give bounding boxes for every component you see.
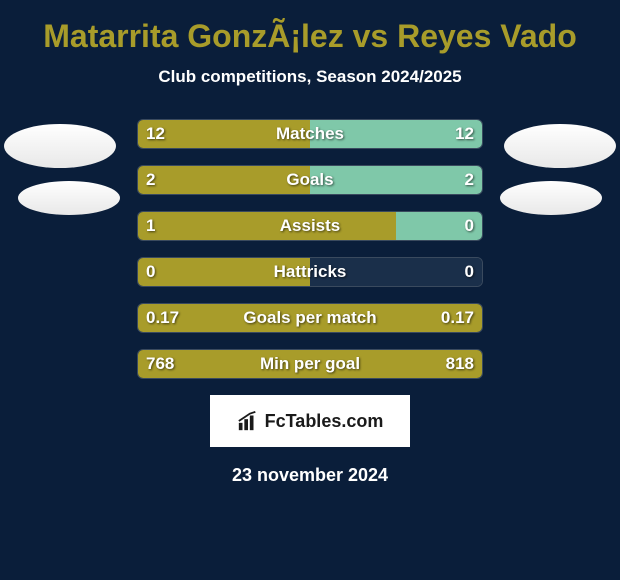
value-right-matches: 12 [455, 124, 474, 144]
value-left-hattricks: 0 [146, 262, 155, 282]
bar-right-goals [310, 166, 482, 194]
value-right-assists: 0 [465, 216, 474, 236]
value-right-goals: 2 [465, 170, 474, 190]
stat-row-hattricks: 0 Hattricks 0 [137, 257, 483, 287]
value-left-assists: 1 [146, 216, 155, 236]
value-left-mpg: 768 [146, 354, 174, 374]
stat-row-assists: 1 Assists 0 [137, 211, 483, 241]
stat-row-goals: 2 Goals 2 [137, 165, 483, 195]
comparison-title: Matarrita GonzÃ¡lez vs Reyes Vado [0, 18, 620, 55]
bar-left-assists [138, 212, 396, 240]
branding-text: FcTables.com [265, 411, 384, 432]
bar-left-goals [138, 166, 310, 194]
stat-row-gpm: 0.17 Goals per match 0.17 [137, 303, 483, 333]
value-right-mpg: 818 [446, 354, 474, 374]
player-left-avatar-2 [18, 181, 120, 215]
stat-row-matches: 12 Matches 12 [137, 119, 483, 149]
label-mpg: Min per goal [260, 354, 360, 374]
value-right-gpm: 0.17 [441, 308, 474, 328]
label-goals: Goals [286, 170, 333, 190]
stat-row-mpg: 768 Min per goal 818 [137, 349, 483, 379]
player-right-avatar-2 [500, 181, 602, 215]
value-left-matches: 12 [146, 124, 165, 144]
player-left-avatar-1 [4, 124, 116, 168]
label-gpm: Goals per match [243, 308, 376, 328]
value-right-hattricks: 0 [465, 262, 474, 282]
player-right-avatar-1 [504, 124, 616, 168]
main-container: Matarrita GonzÃ¡lez vs Reyes Vado Club c… [0, 0, 620, 496]
chart-icon [237, 410, 259, 432]
label-assists: Assists [280, 216, 340, 236]
label-matches: Matches [276, 124, 344, 144]
label-hattricks: Hattricks [274, 262, 347, 282]
date-text: 23 november 2024 [0, 465, 620, 486]
stats-area: 12 Matches 12 2 Goals 2 1 Assists 0 [0, 119, 620, 379]
value-left-goals: 2 [146, 170, 155, 190]
stat-bars: 12 Matches 12 2 Goals 2 1 Assists 0 [137, 119, 483, 379]
season-subtitle: Club competitions, Season 2024/2025 [0, 67, 620, 87]
branding-box: FcTables.com [210, 395, 410, 447]
value-left-gpm: 0.17 [146, 308, 179, 328]
